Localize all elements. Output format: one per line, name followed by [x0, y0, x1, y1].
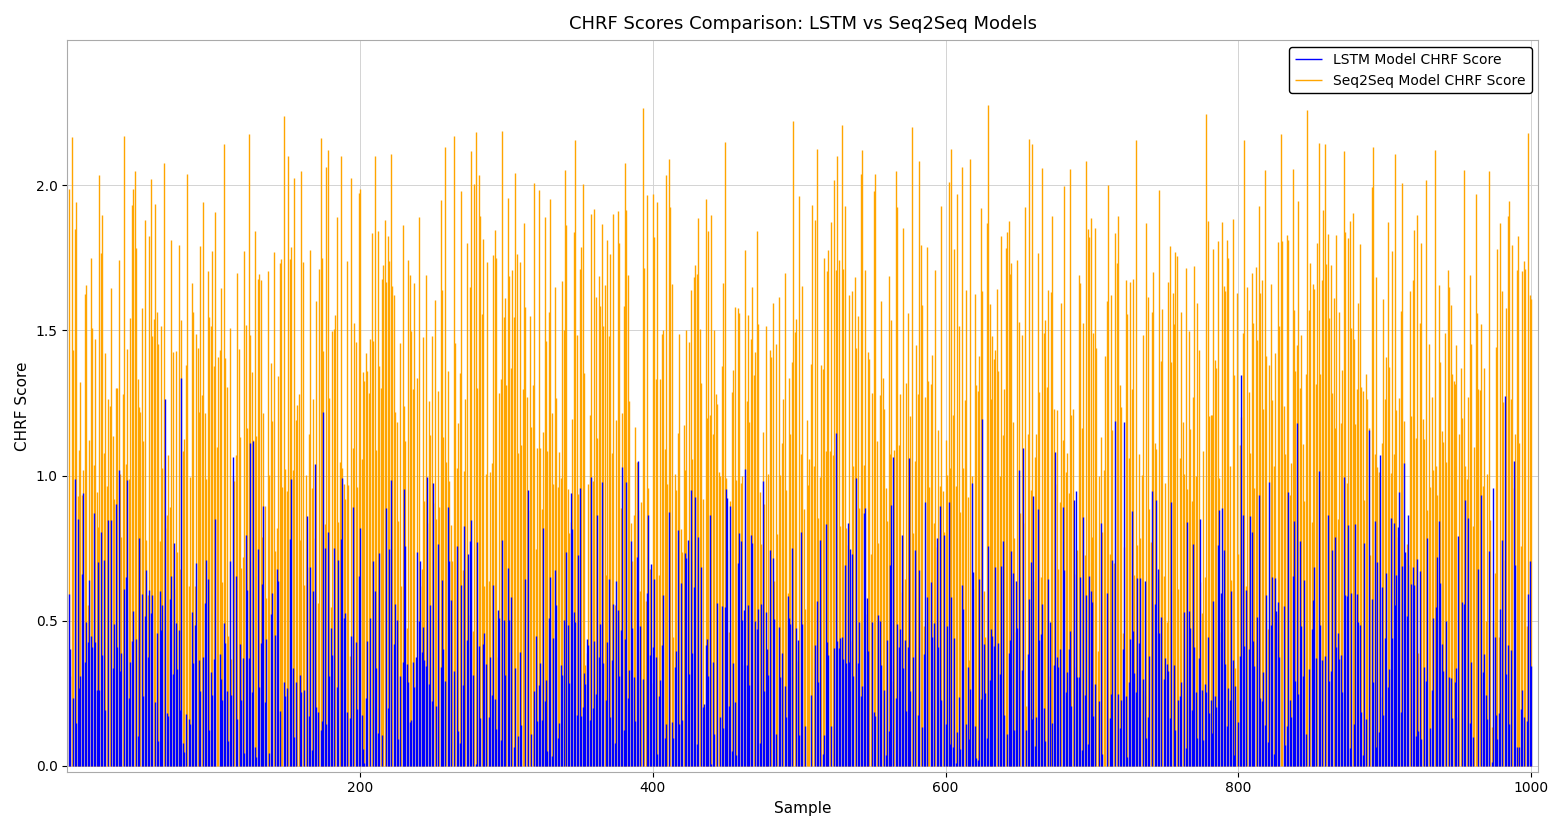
Title: CHRF Scores Comparison: LSTM vs Seq2Seq Models: CHRF Scores Comparison: LSTM vs Seq2Seq …: [568, 15, 1038, 33]
Y-axis label: CHRF Score: CHRF Score: [16, 361, 30, 450]
X-axis label: Sample: Sample: [775, 801, 831, 816]
Legend: LSTM Model CHRF Score, Seq2Seq Model CHRF Score: LSTM Model CHRF Score, Seq2Seq Model CHR…: [1290, 47, 1532, 93]
